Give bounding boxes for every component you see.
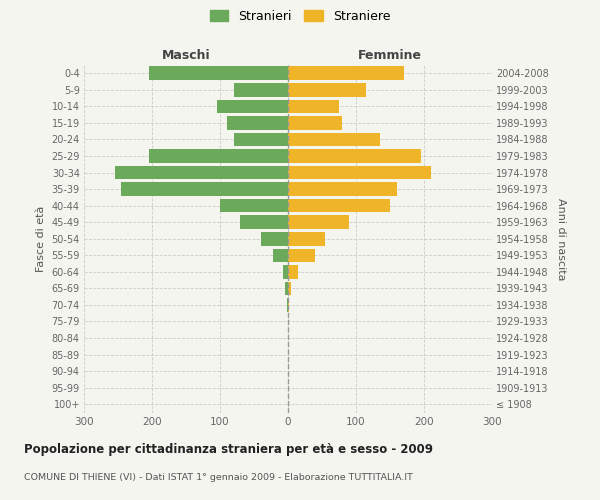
Bar — [288, 282, 291, 295]
Text: Femmine: Femmine — [358, 48, 422, 62]
Y-axis label: Fasce di età: Fasce di età — [36, 206, 46, 272]
Bar — [220, 199, 288, 212]
Bar — [288, 265, 298, 278]
Bar — [217, 100, 288, 113]
Bar — [233, 83, 288, 96]
Bar — [149, 66, 288, 80]
Bar — [288, 149, 421, 163]
Bar — [285, 282, 288, 295]
Bar — [288, 298, 289, 312]
Bar — [288, 116, 343, 130]
Bar — [288, 232, 325, 245]
Bar — [288, 216, 349, 229]
Bar — [241, 216, 288, 229]
Legend: Stranieri, Straniere: Stranieri, Straniere — [206, 6, 394, 26]
Bar — [288, 66, 404, 80]
Bar — [288, 100, 339, 113]
Bar — [115, 166, 288, 179]
Bar — [288, 199, 390, 212]
Bar — [227, 116, 288, 130]
Bar — [149, 149, 288, 163]
Bar — [261, 232, 288, 245]
Bar — [121, 182, 288, 196]
Bar — [233, 132, 288, 146]
Bar — [283, 265, 288, 278]
Bar — [288, 132, 380, 146]
Text: Popolazione per cittadinanza straniera per età e sesso - 2009: Popolazione per cittadinanza straniera p… — [24, 442, 433, 456]
Bar — [288, 248, 315, 262]
Bar — [287, 298, 288, 312]
Bar — [288, 182, 397, 196]
Bar — [288, 166, 431, 179]
Text: Maschi: Maschi — [161, 48, 211, 62]
Text: COMUNE DI THIENE (VI) - Dati ISTAT 1° gennaio 2009 - Elaborazione TUTTITALIA.IT: COMUNE DI THIENE (VI) - Dati ISTAT 1° ge… — [24, 472, 413, 482]
Bar — [288, 83, 366, 96]
Y-axis label: Anni di nascita: Anni di nascita — [556, 198, 566, 280]
Bar — [273, 248, 288, 262]
